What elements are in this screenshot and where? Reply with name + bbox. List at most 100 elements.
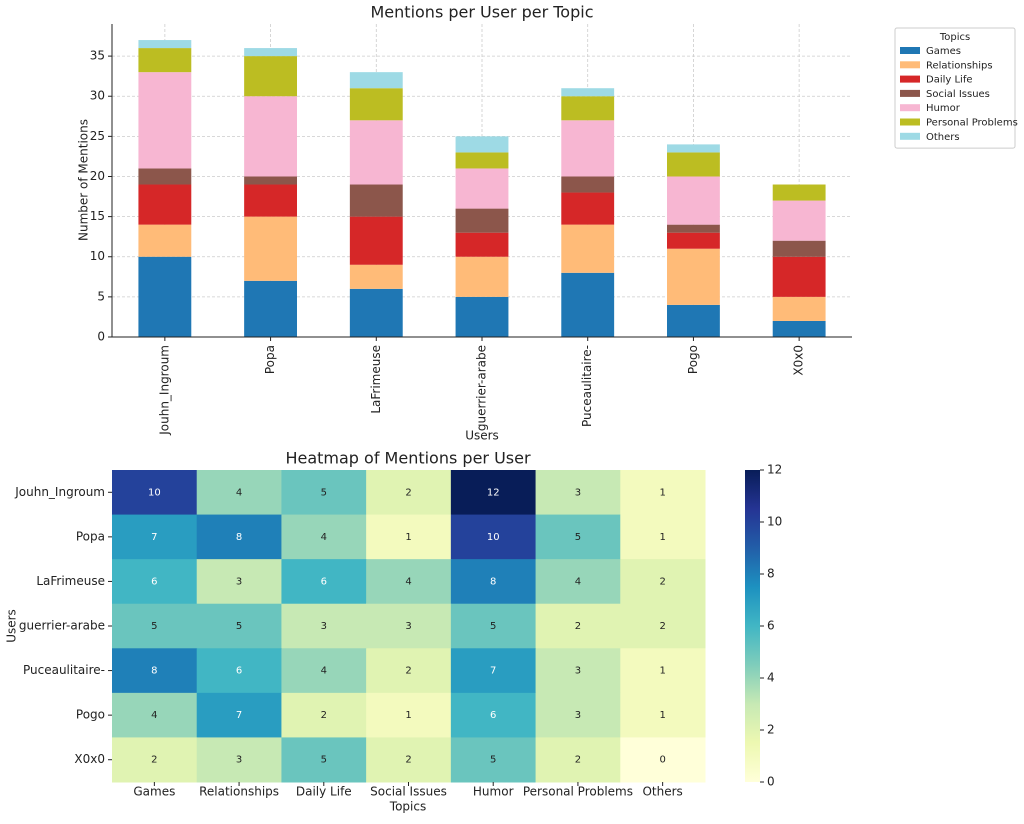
bar-segment: [561, 192, 615, 225]
cell-label: 5: [236, 621, 242, 632]
x-tick-label: Puceaulitaire-: [580, 345, 594, 427]
cell-label: 4: [575, 576, 581, 587]
legend-box: [894, 27, 1016, 149]
cell-label: 6: [490, 710, 496, 721]
bar-segment: [772, 256, 826, 297]
cell-label: 8: [151, 666, 157, 677]
heatmap-cell: [366, 559, 452, 605]
y-tick-label: 35: [90, 49, 105, 63]
bar-segment: [244, 176, 297, 185]
y-tick-label: guerrier-arabe: [19, 619, 105, 633]
legend-label: Games: [926, 46, 961, 57]
y-tick-label: Popa: [76, 529, 105, 543]
bar-segment: [138, 224, 192, 257]
bar-segment: [349, 88, 403, 121]
cell-label: 7: [151, 532, 157, 543]
cell-label: 10: [487, 532, 500, 543]
bar-segment: [349, 216, 403, 265]
colorbar-tick-label: 8: [767, 567, 775, 581]
bar-segment: [772, 200, 826, 241]
heatmap-cell: [196, 470, 282, 516]
cell-label: 4: [151, 710, 157, 721]
y-tick-label: Jouhn_Ingroum: [14, 485, 105, 499]
cell-label: 7: [236, 710, 242, 721]
cell-label: 6: [236, 666, 242, 677]
heatmap-cell: [535, 470, 621, 516]
x-tick-label: Daily Life: [296, 785, 352, 799]
y-axis-label: Users: [5, 609, 19, 643]
heatmap-cell: [535, 648, 621, 694]
heatmap-cell: [535, 603, 621, 649]
cell-label: 3: [575, 666, 581, 677]
heatmap-cell: [196, 692, 282, 738]
legend-swatch: [900, 132, 920, 140]
legend-swatch: [900, 61, 920, 69]
bar-segment: [561, 96, 615, 121]
colorbar-tick-label: 10: [767, 515, 782, 529]
heatmap-cell: [196, 514, 282, 560]
cell-label: 4: [236, 487, 242, 498]
legend-label: Daily Life: [926, 75, 973, 86]
heatmap-cell: [281, 737, 367, 783]
cell-label: 3: [405, 621, 411, 632]
y-tick-label: Pogo: [76, 708, 105, 722]
x-tick-label: guerrier-arabe: [475, 345, 489, 431]
bar-segment: [772, 296, 826, 321]
bar-segment: [349, 120, 403, 185]
heatmap-cell: [620, 603, 706, 649]
bar-segment: [667, 304, 720, 337]
heatmap-cell: [535, 692, 621, 738]
cell-label: 2: [405, 487, 411, 498]
cell-label: 10: [148, 487, 161, 498]
cell-label: 4: [321, 666, 327, 677]
x-tick-label: Personal Problems: [523, 785, 633, 799]
bar-segment: [561, 272, 615, 337]
legend-label: Humor: [926, 103, 961, 114]
y-tick-label: 10: [90, 249, 105, 263]
y-tick-label: X0x0: [74, 752, 105, 766]
cell-label: 1: [659, 666, 665, 677]
bar-segment: [244, 216, 297, 281]
cell-label: 8: [236, 532, 242, 543]
heatmap-title: Heatmap of Mentions per User: [285, 449, 531, 468]
heatmap-cell: [196, 603, 282, 649]
legend-swatch: [900, 75, 920, 83]
heatmap-cell: [112, 648, 198, 694]
heatmap-cell: [366, 470, 452, 516]
cell-label: 5: [151, 621, 157, 632]
bar-segment: [667, 144, 720, 153]
legend-swatch: [900, 89, 920, 97]
bar-segment: [772, 320, 826, 337]
bar-segment: [561, 176, 615, 193]
y-tick-label: 30: [90, 89, 105, 103]
cell-label: 5: [575, 532, 581, 543]
bar-segment: [138, 40, 192, 49]
cell-label: 5: [321, 755, 327, 766]
x-tick-label: Relationships: [199, 785, 279, 799]
y-tick-label: Puceaulitaire-: [23, 663, 105, 677]
heatmap-cell: [112, 470, 198, 516]
cell-label: 3: [236, 576, 242, 587]
heatmap-cell: [281, 559, 367, 605]
bar-segment: [349, 184, 403, 217]
legend-swatch: [900, 47, 920, 54]
y-tick-label: 0: [97, 330, 105, 344]
bar-segment: [138, 256, 192, 337]
heatmap-cell: [620, 559, 706, 605]
legend-swatch: [900, 104, 920, 112]
cell-label: 7: [490, 666, 496, 677]
cell-label: 6: [321, 576, 327, 587]
bar-segment: [455, 232, 509, 257]
colorbar-tick-label: 2: [767, 723, 775, 737]
bar-segment: [244, 56, 297, 97]
cell-label: 2: [659, 621, 665, 632]
legend-label: Relationships: [926, 60, 993, 71]
heatmap-cell: [450, 559, 537, 605]
cell-label: 2: [405, 666, 411, 677]
bar-segment: [667, 224, 720, 233]
y-tick-label: LaFrimeuse: [36, 574, 105, 588]
heatmap-cell: [620, 692, 706, 738]
cell-label: 1: [659, 532, 665, 543]
heatmap-cell: [366, 603, 452, 649]
heatmap-cell: [450, 470, 537, 516]
